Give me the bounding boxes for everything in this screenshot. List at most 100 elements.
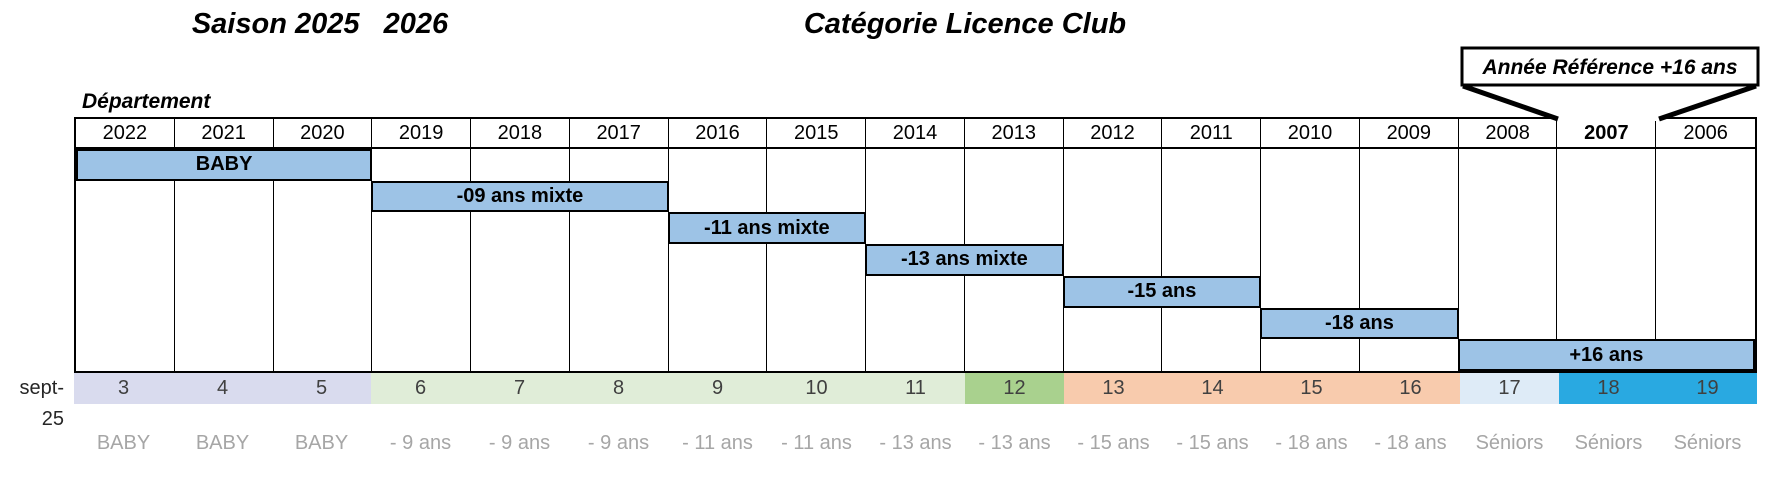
category-title: Catégorie Licence Club <box>803 8 1127 40</box>
grid-cell <box>1557 180 1657 213</box>
year-header-cell: 2013 <box>964 119 1064 149</box>
grid-cell <box>1064 307 1163 340</box>
callout-funnel <box>1462 83 1758 121</box>
year-header-cell: 2019 <box>372 119 472 149</box>
grid-cell <box>274 339 373 371</box>
grid-cell <box>669 180 768 213</box>
grid-cell <box>1360 339 1459 371</box>
grid-cell <box>175 275 274 308</box>
grid-cell <box>1459 275 1558 308</box>
grid-cell <box>570 339 669 371</box>
grid-cell <box>76 212 175 245</box>
grid-cell <box>175 307 274 340</box>
year-header-cell: 2020 <box>273 119 373 149</box>
grid-cell <box>669 244 768 276</box>
grid-cell <box>767 244 867 276</box>
grid-cell <box>1360 275 1459 308</box>
year-header-cell: 2007 <box>1557 119 1657 149</box>
grid-cell <box>965 307 1064 340</box>
grid-cell <box>1557 212 1657 245</box>
age-cell: 13 <box>1064 373 1163 404</box>
licence-label: - 18 ans <box>1374 431 1447 454</box>
grid-cell <box>570 149 669 181</box>
category-band: BABY <box>76 149 373 181</box>
grid-cell <box>471 307 570 340</box>
grid-cell <box>1162 212 1262 245</box>
age-cell: 10 <box>767 373 866 404</box>
year-header-cell: 2011 <box>1162 119 1262 149</box>
grid-cell <box>669 149 768 181</box>
grid-cell <box>471 212 570 245</box>
age-cell: 9 <box>668 373 767 404</box>
age-cell: 15 <box>1262 373 1361 404</box>
licence-label: - 13 ans <box>879 431 952 454</box>
age-cell: 6 <box>371 373 470 404</box>
grid-cell <box>570 275 669 308</box>
grid-cell <box>965 339 1064 371</box>
grid-cell <box>669 339 768 371</box>
grid-cell <box>965 275 1064 308</box>
age-cell: 4 <box>173 373 272 404</box>
licence-label: - 11 ans <box>781 431 852 454</box>
licence-label: BABY <box>96 431 151 454</box>
grid-cell <box>1162 307 1262 340</box>
grid-cell <box>1261 212 1360 245</box>
licence-label: - 13 ans <box>978 431 1051 454</box>
age-cell: 14 <box>1163 373 1262 404</box>
grid-cell <box>372 275 472 308</box>
grid-cell <box>866 307 965 340</box>
licence-label: - 9 ans <box>389 431 452 454</box>
grid-cell <box>471 149 570 181</box>
grid-cell <box>471 275 570 308</box>
grid-cell <box>76 244 175 276</box>
grid-cell <box>1557 244 1657 276</box>
age-cell: 17 <box>1460 373 1559 404</box>
season-title: Saison 2025 2026 <box>191 8 449 40</box>
year-header-cell: 2010 <box>1261 119 1360 149</box>
grid-cell <box>1656 149 1755 181</box>
grid-cell <box>1459 244 1558 276</box>
category-band: -11 ans mixte <box>667 212 867 245</box>
grid-cell <box>1656 181 1755 213</box>
grid-cell <box>1459 212 1558 245</box>
grid-cell <box>866 275 965 308</box>
grid-cell <box>372 244 472 276</box>
age-cell: 12 <box>965 373 1064 404</box>
licence-label: Séniors <box>1574 431 1643 454</box>
grid-cell <box>372 307 472 340</box>
grid-cell <box>1162 339 1262 371</box>
grid-cell <box>274 275 373 308</box>
grid-cell <box>965 180 1064 213</box>
licence-label: Séniors <box>1673 431 1742 454</box>
year-header-cell: 2018 <box>471 119 570 149</box>
month-reference-label: sept-25 <box>19 377 64 430</box>
grid-cell <box>1162 180 1262 213</box>
grid-cell <box>1064 339 1163 371</box>
licence-label: - 15 ans <box>1077 431 1150 454</box>
licence-label: BABY <box>195 431 250 454</box>
grid-cell <box>1064 180 1163 213</box>
age-row: 3 4 5 6 7 8 9 10 11 12 13 14 15 16 17 18 19 <box>74 373 1757 404</box>
licence-label: - 9 ans <box>587 431 650 454</box>
year-header-cell: 2006 <box>1656 119 1755 149</box>
year-header-cell: 2014 <box>866 119 965 149</box>
grid-cell <box>866 339 965 371</box>
grid-cell <box>1261 339 1360 371</box>
grid-cell <box>1360 180 1459 213</box>
age-cell: 18 <box>1559 373 1658 404</box>
licence-label: - 15 ans <box>1176 431 1249 454</box>
grid-cell <box>274 212 373 245</box>
grid-cell <box>1064 244 1163 276</box>
year-header-cell: 2015 <box>767 119 867 149</box>
year-header-cell: 2017 <box>569 119 669 149</box>
grid-cell <box>175 244 274 276</box>
age-cell: 5 <box>272 373 371 404</box>
licence-label: - 18 ans <box>1275 431 1348 454</box>
grid-cell <box>1064 212 1163 245</box>
grid-cell <box>1162 244 1262 276</box>
licence-label: BABY <box>294 431 349 454</box>
grid-cell <box>866 149 965 181</box>
grid-cell <box>1162 149 1262 181</box>
year-header-cell: 2009 <box>1359 119 1459 149</box>
category-band: +16 ans <box>1457 339 1755 371</box>
